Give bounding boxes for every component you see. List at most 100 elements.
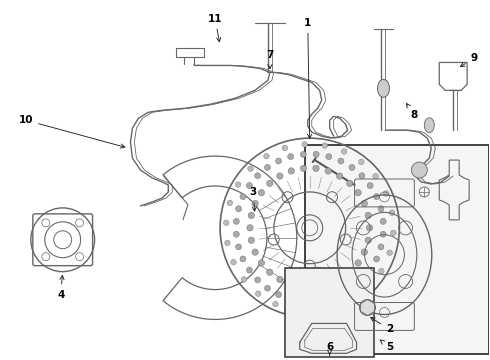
Circle shape [367, 183, 373, 189]
Circle shape [365, 237, 371, 243]
Text: 9: 9 [461, 54, 478, 67]
Circle shape [346, 269, 353, 275]
Circle shape [282, 145, 288, 151]
Circle shape [313, 152, 319, 157]
Circle shape [240, 194, 246, 200]
Circle shape [373, 174, 378, 179]
Circle shape [277, 276, 283, 283]
Text: 7: 7 [266, 50, 273, 69]
Circle shape [236, 244, 242, 250]
Text: 4: 4 [57, 275, 64, 300]
Circle shape [277, 173, 283, 179]
Circle shape [361, 249, 368, 255]
Circle shape [387, 250, 392, 256]
Circle shape [349, 165, 355, 170]
Ellipse shape [377, 80, 390, 97]
Circle shape [366, 284, 372, 290]
Circle shape [313, 298, 319, 304]
Circle shape [373, 256, 380, 262]
Circle shape [288, 168, 294, 174]
Circle shape [267, 269, 273, 275]
Circle shape [300, 165, 307, 172]
Circle shape [383, 191, 389, 196]
Ellipse shape [424, 118, 434, 133]
Circle shape [355, 189, 361, 196]
Circle shape [272, 301, 278, 307]
Circle shape [346, 180, 353, 186]
Circle shape [264, 153, 269, 159]
Circle shape [258, 189, 265, 196]
Circle shape [326, 296, 332, 302]
Circle shape [365, 212, 371, 219]
Circle shape [391, 230, 396, 236]
Circle shape [246, 183, 252, 189]
Circle shape [265, 165, 270, 170]
Circle shape [389, 210, 395, 216]
Circle shape [233, 231, 239, 237]
Circle shape [338, 158, 344, 164]
Circle shape [255, 277, 261, 283]
Circle shape [337, 173, 343, 179]
Circle shape [248, 166, 253, 171]
Circle shape [224, 240, 230, 246]
Text: 10: 10 [19, 115, 125, 148]
Circle shape [359, 277, 365, 283]
Circle shape [326, 154, 332, 159]
Circle shape [380, 231, 386, 237]
Circle shape [302, 141, 307, 147]
Text: 6: 6 [326, 342, 333, 355]
Circle shape [265, 285, 270, 291]
Circle shape [378, 244, 384, 250]
Circle shape [338, 292, 344, 298]
Circle shape [367, 225, 373, 231]
Circle shape [341, 149, 347, 154]
Circle shape [258, 260, 265, 266]
Circle shape [380, 219, 386, 224]
Circle shape [350, 297, 356, 302]
Circle shape [252, 200, 258, 207]
Circle shape [359, 173, 365, 179]
Circle shape [236, 206, 242, 212]
Circle shape [325, 168, 331, 174]
Circle shape [322, 143, 328, 148]
Circle shape [240, 256, 246, 262]
Circle shape [288, 154, 294, 159]
Circle shape [252, 249, 258, 255]
Circle shape [255, 173, 261, 179]
Text: 5: 5 [380, 340, 393, 352]
Circle shape [379, 268, 384, 274]
Circle shape [246, 267, 252, 273]
Circle shape [313, 284, 319, 291]
Circle shape [349, 285, 355, 291]
Circle shape [288, 282, 294, 288]
Circle shape [359, 159, 364, 165]
Circle shape [412, 162, 427, 178]
Text: 1: 1 [304, 18, 312, 138]
Circle shape [300, 284, 307, 291]
Circle shape [288, 296, 294, 302]
Circle shape [227, 200, 233, 206]
Circle shape [337, 276, 343, 283]
Circle shape [367, 267, 373, 273]
Bar [305, 145, 489, 354]
Circle shape [373, 194, 380, 200]
Circle shape [247, 225, 253, 231]
Text: 11: 11 [208, 14, 222, 42]
Circle shape [361, 200, 368, 207]
Circle shape [332, 305, 338, 310]
Circle shape [378, 206, 384, 212]
Circle shape [312, 309, 318, 314]
Circle shape [223, 220, 229, 226]
Text: 8: 8 [407, 103, 418, 120]
Circle shape [267, 180, 273, 186]
Circle shape [355, 260, 361, 266]
Circle shape [275, 292, 282, 298]
Circle shape [300, 152, 306, 157]
Circle shape [248, 212, 254, 219]
Circle shape [241, 276, 246, 282]
Bar [285, 268, 374, 357]
Circle shape [235, 182, 241, 187]
Circle shape [233, 219, 239, 224]
Circle shape [325, 282, 331, 288]
Circle shape [300, 298, 306, 304]
